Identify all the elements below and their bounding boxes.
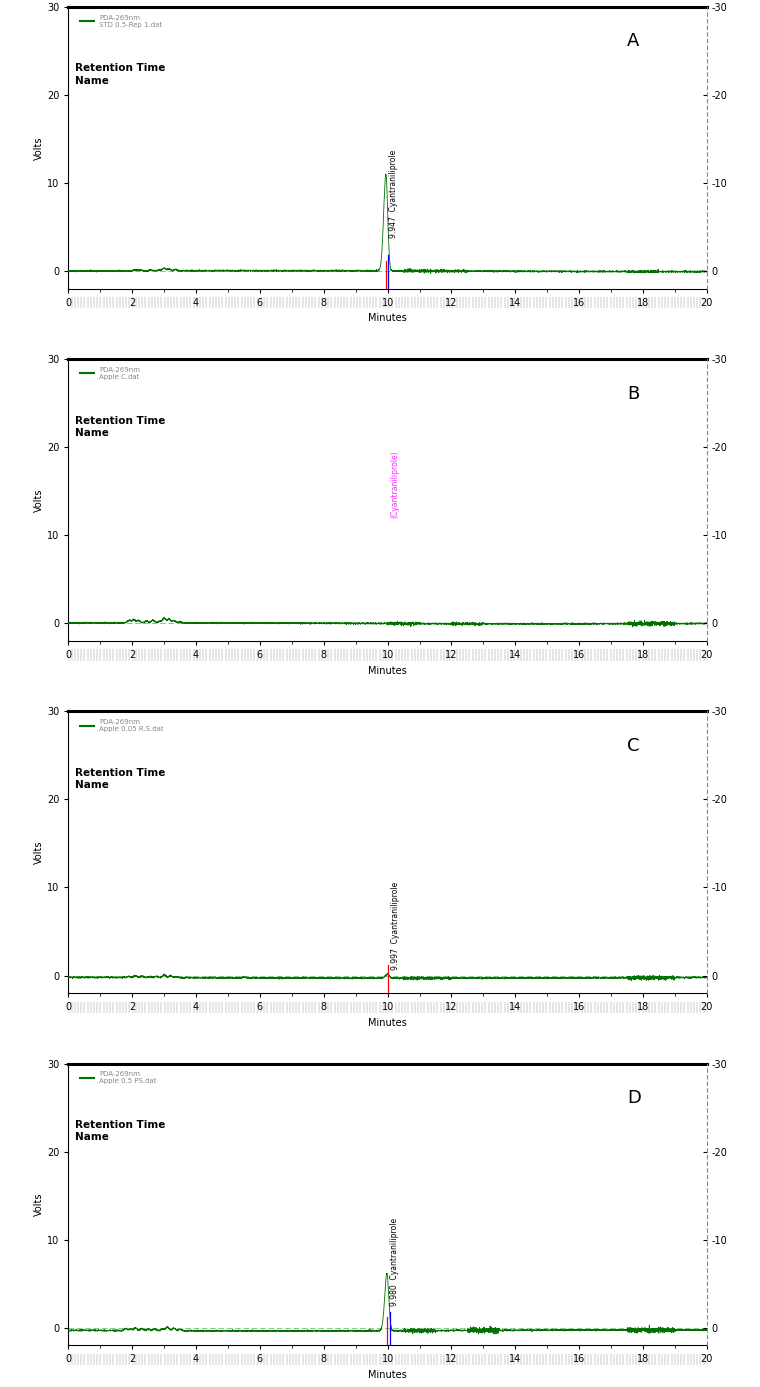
Legend: PDA-269nm
Apple C.dat: PDA-269nm Apple C.dat [78, 365, 141, 381]
Text: A: A [627, 32, 639, 50]
Legend: PDA-269nm
Apple 0.05 R.S.dat: PDA-269nm Apple 0.05 R.S.dat [78, 717, 165, 734]
Text: B: B [627, 384, 639, 402]
Y-axis label: Volts: Volts [34, 488, 44, 512]
Text: 9.947  Cyantraniliprole: 9.947 Cyantraniliprole [389, 150, 398, 237]
X-axis label: Minutes: Minutes [369, 1370, 407, 1380]
Text: Retention Time
Name: Retention Time Name [74, 1119, 165, 1143]
Text: C: C [627, 736, 639, 755]
Legend: PDA-269nm
STD 0.5-Rep 1.dat: PDA-269nm STD 0.5-Rep 1.dat [78, 14, 163, 29]
Text: Retention Time
Name: Retention Time Name [74, 768, 165, 791]
Y-axis label: Volts: Volts [34, 1193, 44, 1216]
X-axis label: Minutes: Minutes [369, 666, 407, 675]
Text: 9.997  Cyantraniliprole: 9.997 Cyantraniliprole [391, 882, 400, 970]
Y-axis label: Volts: Volts [34, 841, 44, 864]
Text: Retention Time
Name: Retention Time Name [74, 416, 165, 438]
Text: 9.980  Cyantraniliprole: 9.980 Cyantraniliprole [390, 1218, 399, 1307]
Text: D: D [627, 1089, 641, 1107]
Text: Retention Time
Name: Retention Time Name [74, 64, 165, 86]
Legend: PDA-269nm
Apple 0.5 PS.dat: PDA-269nm Apple 0.5 PS.dat [78, 1069, 158, 1086]
Y-axis label: Volts: Volts [34, 136, 44, 160]
Text: (Cyantraniliprole): (Cyantraniliprole) [391, 449, 400, 517]
X-axis label: Minutes: Minutes [369, 1018, 407, 1028]
X-axis label: Minutes: Minutes [369, 313, 407, 323]
